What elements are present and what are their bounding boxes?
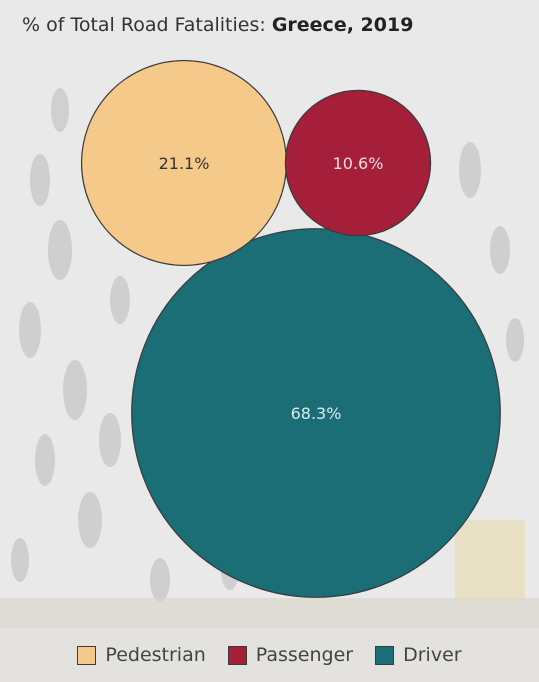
bubble-plot: 68.3% 21.1% 10.6% <box>80 59 501 598</box>
data-label-pedestrian: 21.1% <box>159 154 210 173</box>
legend-swatch-driver <box>375 645 395 665</box>
legend-item-driver[interactable]: Driver <box>375 644 462 666</box>
title-emphasis: Greece, 2019 <box>271 14 414 36</box>
legend-label-pedestrian: Pedestrian <box>105 644 206 666</box>
title-prefix: % of Total Road Fatalities: <box>22 14 272 36</box>
data-label-driver: 68.3% <box>291 404 342 423</box>
legend-item-pedestrian[interactable]: Pedestrian <box>77 644 206 666</box>
bubble-driver[interactable] <box>131 228 501 598</box>
chart-title: % of Total Road Fatalities: Greece, 2019 <box>22 14 413 36</box>
legend-label-passenger: Passenger <box>255 644 354 666</box>
legend-label-driver: Driver <box>403 644 462 666</box>
legend-swatch-passenger <box>227 645 247 665</box>
data-label-passenger: 10.6% <box>333 154 384 173</box>
bubble-passenger[interactable] <box>284 89 432 237</box>
legend-item-passenger[interactable]: Passenger <box>227 644 354 666</box>
legend: Pedestrian Passenger Driver <box>0 628 539 682</box>
legend-swatch-pedestrian <box>77 645 97 665</box>
